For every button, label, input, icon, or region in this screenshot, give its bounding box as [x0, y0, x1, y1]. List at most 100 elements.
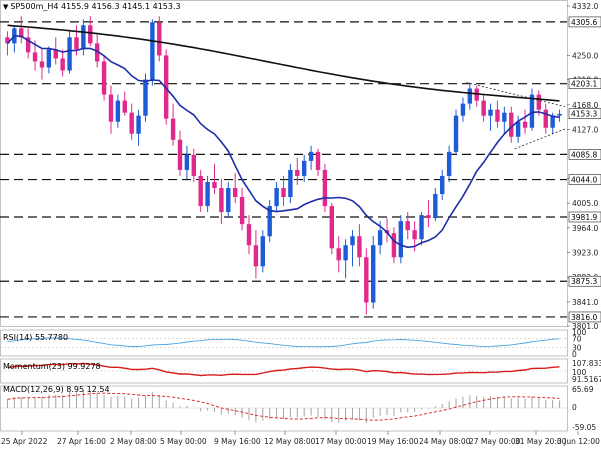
- macd-frame: [0, 385, 568, 432]
- candle-body: [67, 37, 72, 71]
- rsi-tick-label: 70: [572, 335, 582, 344]
- rsi-legend: RSI(14) 55.7780: [3, 333, 68, 342]
- candle-body: [391, 233, 397, 258]
- candle-body: [122, 100, 127, 113]
- candle-body: [177, 139, 183, 170]
- candle-body: [364, 257, 369, 303]
- rsi-label: RSI(14) 55.7780: [3, 333, 69, 342]
- candle-body: [371, 245, 376, 303]
- candle-body: [108, 94, 114, 122]
- level-tag-box: [568, 211, 601, 223]
- x-tick-label: 2 May 08:00: [110, 437, 157, 446]
- candle-body: [467, 88, 473, 104]
- candle-body: [184, 154, 190, 170]
- candle-body: [212, 181, 217, 188]
- main-frame: [0, 0, 568, 327]
- candle-body: [88, 25, 93, 44]
- candle-body: [433, 194, 438, 219]
- candle-body: [308, 151, 314, 161]
- x-tick-label: 12 May 08:00: [264, 437, 316, 446]
- candle-body: [495, 109, 500, 122]
- trendline-upper: [466, 82, 566, 108]
- rsi-tick-label: 30: [572, 343, 582, 352]
- y-tick-label: 3964.0: [572, 224, 598, 233]
- candle-body: [377, 230, 383, 246]
- x-tick-label: 27 May 00:00: [469, 437, 521, 446]
- symbol-legend: ▼ SP500m_H4 4155.9 4156.3 4145.1 4153.3: [3, 2, 181, 11]
- momentum-line: [7, 362, 560, 377]
- ma-fast-line: [6, 34, 560, 249]
- candle-body: [5, 37, 10, 44]
- candle-body: [253, 245, 259, 267]
- level-tag: 3875.3: [571, 277, 597, 286]
- level-tag: 3981.9: [571, 213, 597, 222]
- macd-label: MACD(12,26,9) 8.95 12.54: [3, 385, 110, 394]
- candle-body: [426, 215, 431, 219]
- level-tag: 4044.0: [571, 176, 597, 185]
- candle-body: [488, 109, 493, 116]
- candle-body: [19, 28, 24, 38]
- candle-body: [191, 154, 196, 176]
- macd-legend: MACD(12,26,9) 8.95 12.54: [3, 385, 110, 394]
- candle-body: [453, 115, 459, 152]
- y-tick-label: 3841.0: [572, 298, 598, 307]
- candle-body: [446, 151, 452, 176]
- candle-body: [260, 236, 266, 267]
- level-tag-box: [568, 311, 601, 323]
- candle-body: [53, 49, 58, 59]
- candle-body: [157, 22, 162, 56]
- level-tag: 4085.8: [571, 150, 597, 159]
- ma-slow-line: [7, 24, 560, 102]
- candle-body: [288, 169, 293, 198]
- level-tag-box: [568, 275, 601, 287]
- candle-body: [205, 181, 210, 207]
- x-tick-label: 24 May 08:00: [419, 437, 471, 446]
- candle-body: [115, 100, 121, 122]
- x-tick-label: 27 Apr 16:00: [57, 437, 106, 446]
- candle-body: [25, 37, 31, 53]
- x-tick-label: 31 May 20:00: [515, 437, 567, 446]
- candle-body: [322, 169, 328, 207]
- candle-body: [239, 197, 245, 225]
- macd-pane: 65.69 0 -59.05: [0, 385, 596, 432]
- level-tag-box: [568, 149, 601, 160]
- candle-body: [32, 52, 38, 62]
- candle-body: [315, 151, 321, 170]
- level-tag-box: [568, 16, 601, 28]
- candle-body: [536, 94, 542, 110]
- momentum-label: Momentum(23) 99.9278: [3, 362, 101, 371]
- rsi-tick-label: 100: [572, 328, 587, 337]
- candle-body: [350, 236, 355, 246]
- momentum-tick-label: 100: [572, 368, 587, 377]
- candle-body: [550, 115, 555, 128]
- level-tag-box: [568, 78, 601, 89]
- candle-body: [219, 187, 224, 213]
- candle-body: [81, 25, 86, 50]
- y-tick-label: 3923.0: [572, 248, 598, 257]
- rsi-line: [7, 337, 560, 348]
- x-tick-label: 3 Jun 12:00: [557, 437, 600, 446]
- macd-tick-label: 0: [572, 403, 577, 412]
- y-tick-label: 4250.0: [572, 51, 598, 60]
- candle-body: [405, 221, 410, 231]
- candle-body: [515, 121, 521, 137]
- rsi-frame: [0, 329, 568, 357]
- candle-body: [246, 224, 252, 246]
- momentum-tick-label: 107.8333: [572, 359, 601, 368]
- macd-tick-label: 65.69: [572, 385, 594, 394]
- macd-tick-label: -59.05: [572, 423, 596, 432]
- candle-body: [543, 109, 548, 128]
- x-tick-label: 9 May 16:00: [214, 437, 261, 446]
- y-tick-label: 4168.0: [572, 101, 598, 110]
- candle-body: [226, 187, 231, 213]
- candle-body: [143, 79, 148, 116]
- momentum-pane: 107.833310091.5167: [0, 358, 601, 384]
- candle-body: [357, 236, 362, 258]
- candle-body: [232, 187, 238, 198]
- collapse-icon: ▼: [3, 3, 9, 11]
- candle-body: [267, 206, 272, 237]
- main-pane: 4332.04250.04210.04168.04127.04046.04005…: [0, 0, 601, 331]
- trendline-lower: [514, 128, 566, 150]
